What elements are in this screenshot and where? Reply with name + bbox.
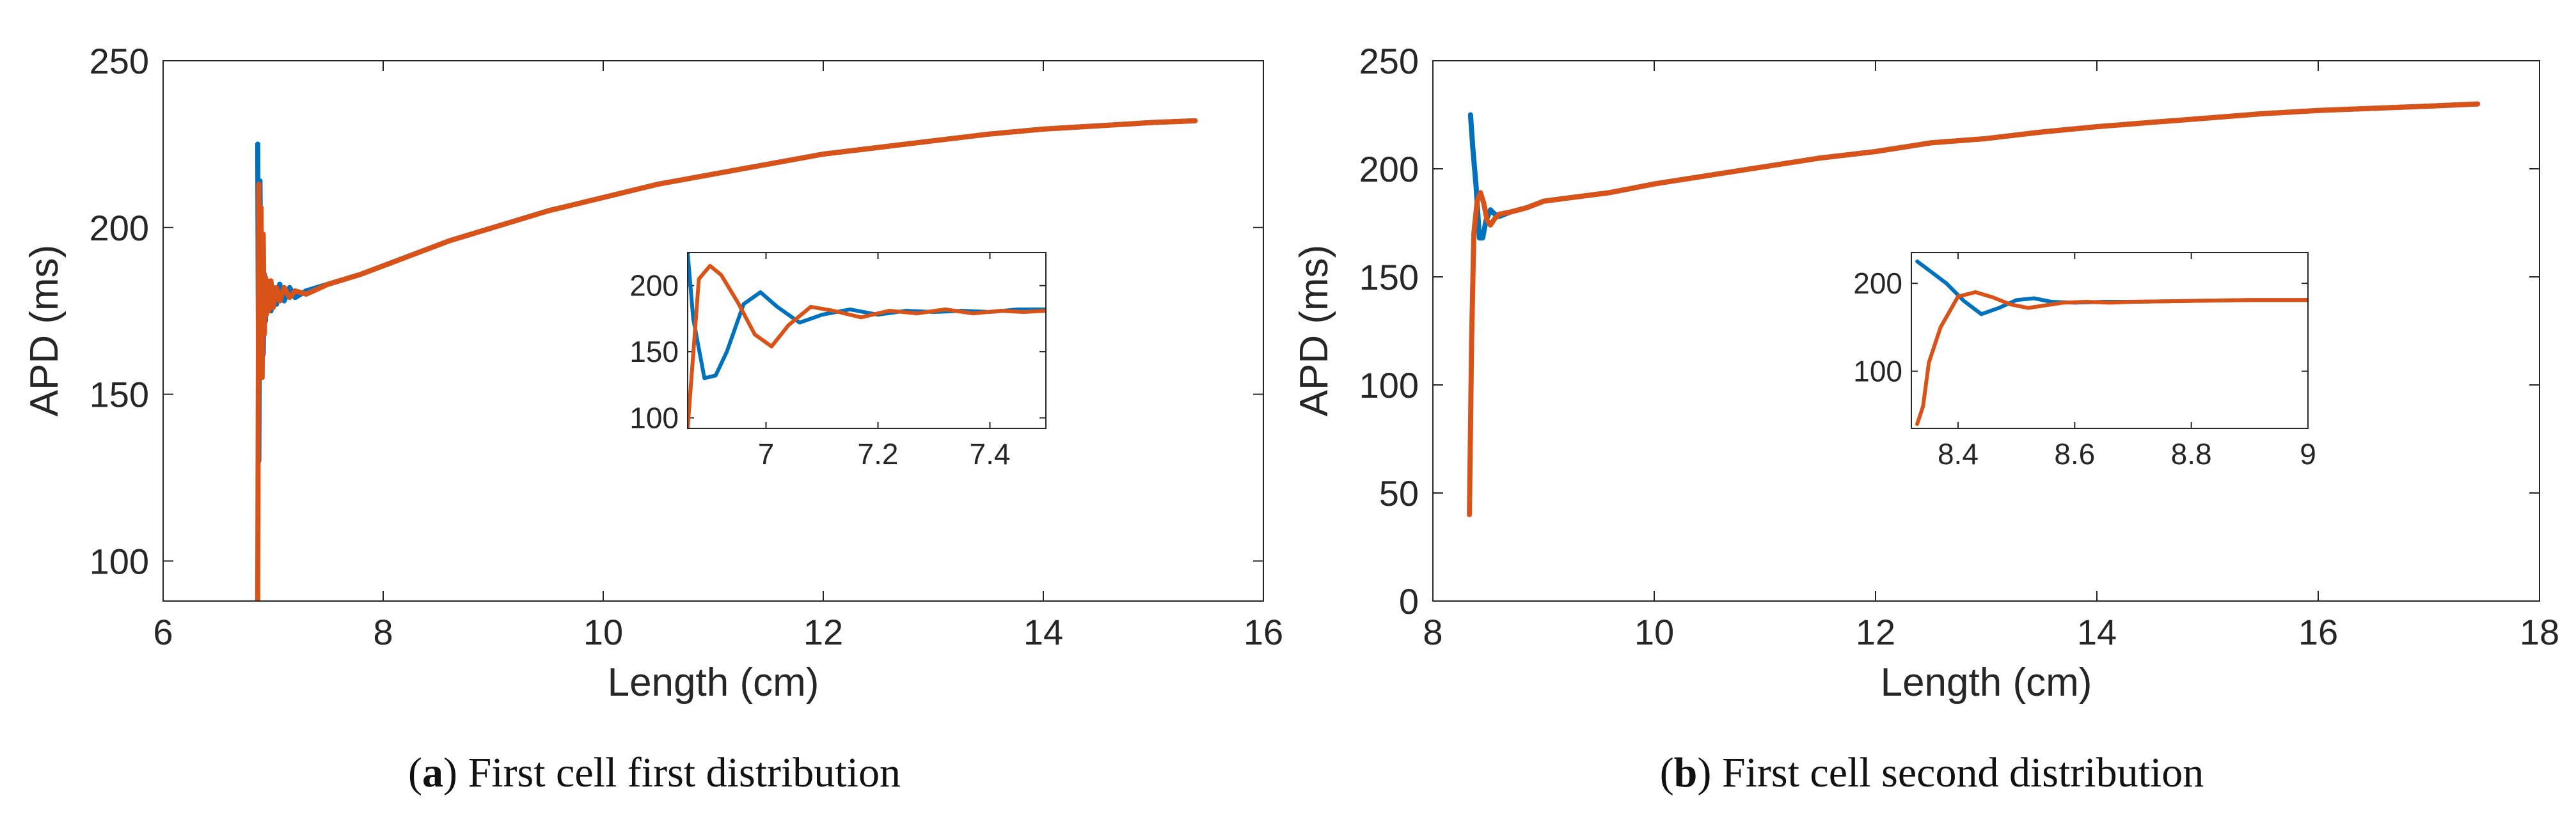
panel-a-inset-x-tick-label: 7.2 (858, 437, 899, 471)
panel-b-inset-y-tick-label: 200 (1853, 267, 1902, 300)
panel-a-y-axis-label: APD (ms) (22, 245, 67, 417)
panel-b-x-axis-label: Length (cm) (1881, 661, 2092, 705)
panel-b-y-axis-label: APD (ms) (1292, 245, 1336, 417)
panel-a-inset-plot-area (688, 253, 1046, 428)
panel-a-main-y-tick-label: 250 (90, 41, 149, 81)
panel-b-main-y-tick-label: 250 (1359, 41, 1419, 81)
panel-a-main-y-tick-label: 200 (90, 208, 149, 248)
panel-b-main-y-tick-label: 200 (1359, 149, 1419, 189)
panel-a-main-y-tick-label: 100 (90, 541, 149, 581)
panel-b-main-series-group (1467, 101, 2481, 517)
panel-a-caption-letter: a (422, 749, 443, 796)
panel-a-main-x-tick-label: 12 (803, 612, 843, 652)
panel-b-main-x-tick-label: 8 (1423, 612, 1442, 652)
panel-b-main-x-tick-label: 12 (1856, 612, 1895, 652)
panel-a-main-frame (162, 60, 1264, 602)
panel-b-inset-x-tick-label: 8.8 (2171, 437, 2212, 471)
panel-a-inset-frame (687, 252, 1047, 429)
panel-b-inset-y-tick-label: 100 (1853, 355, 1902, 388)
panel-b-main-frame (1432, 60, 2540, 602)
panel-a-main-x-tick-label: 16 (1244, 612, 1283, 652)
panel-a-inset-y-tick-label: 100 (629, 401, 679, 434)
panel-b-inset-series-group (1915, 259, 2308, 426)
panel-b-inset-x-tick-label: 8.6 (2054, 437, 2095, 471)
panel-b-main-y-tick-label: 100 (1359, 365, 1419, 405)
panel-b-main-series-2-line (1467, 101, 2481, 517)
panel-a-inset-series-2-line (688, 263, 1046, 428)
panel-b-inset-x-tick-label: 8.4 (1938, 437, 1979, 471)
panel-b-inset-frame (1911, 252, 2309, 429)
panel-a-main-x-tick-label: 14 (1023, 612, 1063, 652)
panel-b-main-x-tick-label: 18 (2520, 612, 2559, 652)
panel-a-inset-x-tick-label: 7 (758, 437, 775, 471)
panel-a-inset-x-tick-label: 7.4 (970, 437, 1011, 471)
panel-a-caption-text: First cell first distribution (468, 749, 901, 796)
panel-a-main-x-tick-label: 8 (373, 612, 393, 652)
panel-a-main-y-tick-label: 150 (90, 375, 149, 415)
panel-a-x-axis-label: Length (cm) (608, 661, 819, 705)
panel-b-main-x-tick-label: 10 (1634, 612, 1674, 652)
panel-b-caption-text: First cell second distribution (1722, 749, 2204, 796)
panel-b-inset-x-tick-label: 9 (2300, 437, 2316, 471)
panel-a-inset-y-tick-label: 150 (629, 335, 679, 368)
panel-b-inset-series-2-line (1915, 290, 2308, 426)
panel-b-inset-plot-area (1911, 253, 2308, 428)
panel-b-main-y-tick-label: 0 (1399, 581, 1419, 622)
panel-b-caption-letter: b (1674, 749, 1698, 796)
panel-a-main-x-tick-label: 10 (583, 612, 623, 652)
panel-a-main-series-2-line (255, 118, 1198, 601)
panel-a-main-series-group (255, 118, 1198, 601)
panel-b: 8 10 12 14 16 18 0 50 100 150 200 250 8.4 8.6 8.8 9 100 2… (1292, 41, 2559, 796)
panel-b-main-y-tick-label: 150 (1359, 257, 1419, 297)
panel-a: 6 8 10 12 14 16 100 150 200 250 7 7.2 7.4 100 150 200 AP… (22, 41, 1283, 796)
panel-a-main-x-tick-label: 6 (153, 612, 173, 652)
panel-a-caption: (a) First cell first distribution (408, 749, 901, 796)
panel-b-caption: (b) First cell second distribution (1660, 749, 2204, 796)
panel-b-main-y-tick-label: 50 (1379, 473, 1419, 513)
panel-b-main-x-tick-label: 16 (2298, 612, 2338, 652)
panel-a-inset-y-tick-label: 200 (629, 269, 679, 302)
panel-a-inset-series-group (688, 253, 1046, 428)
panel-b-main-x-tick-label: 14 (2077, 612, 2117, 652)
